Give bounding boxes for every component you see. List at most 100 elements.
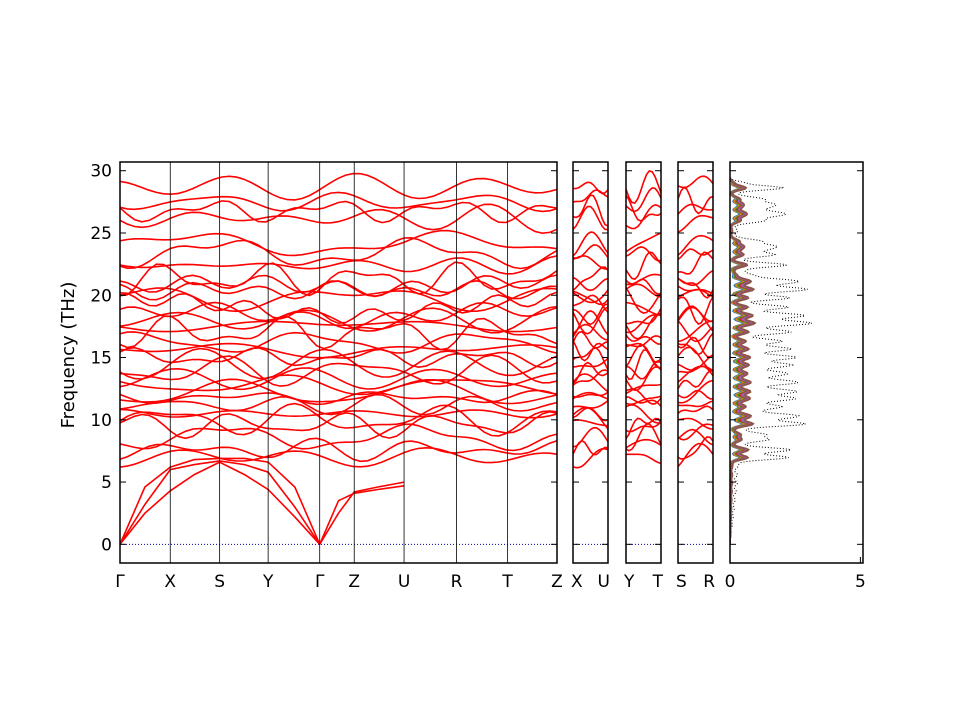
- k-point-label: S: [214, 572, 225, 592]
- optical-band: [120, 203, 557, 235]
- k-point-label: Γ: [315, 572, 325, 592]
- optical-band: [678, 336, 713, 358]
- dos-x-tick-label: 0: [725, 572, 736, 592]
- optical-band: [120, 236, 557, 270]
- optical-band: [626, 273, 661, 286]
- optical-band: [120, 378, 557, 405]
- optical-band: [573, 391, 608, 398]
- optical-band: [573, 391, 608, 400]
- optical-band: [573, 357, 608, 368]
- optical-band: [678, 296, 713, 325]
- y-tick-label: 10: [90, 411, 112, 431]
- optical-band: [626, 335, 661, 348]
- y-tick-label: 5: [101, 473, 112, 493]
- optical-band: [573, 361, 608, 384]
- optical-band: [120, 301, 557, 330]
- optical-band: [120, 315, 557, 351]
- panel-main-path: 0 5 10 15 20 25 30 Γ X S Y Γ Z U R T Z: [90, 161, 563, 592]
- optical-band: [678, 332, 713, 356]
- optical-band: [678, 389, 713, 400]
- y-axis-label: Frequency (THz): [58, 282, 79, 429]
- k-point-label: X: [164, 572, 176, 592]
- bands-X-U: [573, 181, 608, 545]
- optical-band: [678, 203, 713, 215]
- k-point-label: U: [398, 572, 410, 592]
- optical-band: [120, 287, 557, 313]
- optical-band: [120, 331, 557, 354]
- optical-band: [678, 175, 713, 189]
- optical-band: [573, 303, 608, 326]
- optical-band: [678, 435, 713, 460]
- bands-Y-T: [626, 169, 661, 545]
- optical-band: [573, 306, 608, 335]
- optical-band: [120, 408, 557, 419]
- optical-band: [120, 367, 557, 391]
- optical-band: [573, 427, 608, 448]
- optical-band: [626, 169, 661, 205]
- optical-band: [120, 347, 557, 380]
- optical-band: [626, 194, 661, 222]
- optical-band: [120, 229, 557, 257]
- optical-band: [678, 214, 713, 233]
- optical-band: [678, 234, 713, 256]
- optical-band: [120, 346, 557, 369]
- optical-band: [120, 354, 557, 387]
- optical-band: [626, 438, 661, 449]
- optical-band: [678, 305, 713, 323]
- y-tick-label: 15: [90, 349, 112, 369]
- optical-band: [573, 194, 608, 227]
- optical-band: [626, 301, 661, 317]
- dos-curves: [730, 177, 813, 545]
- panel-frame: [625, 161, 662, 564]
- optical-band: [120, 402, 557, 437]
- optical-band: [626, 287, 661, 314]
- optical-band: [678, 248, 713, 261]
- optical-band: [573, 290, 608, 306]
- optical-band: [573, 205, 608, 231]
- optical-band: [573, 266, 608, 292]
- optical-band: [678, 320, 713, 343]
- panel-frame: [572, 161, 609, 564]
- k-point-label: T: [652, 572, 664, 592]
- y-tick-label: 30: [90, 162, 112, 182]
- bands-main-path: [120, 172, 557, 545]
- optical-band: [626, 349, 661, 381]
- acoustic-branch: [318, 485, 405, 545]
- k-point-label: Y: [623, 572, 635, 592]
- optical-band: [678, 369, 713, 390]
- optical-band: [626, 423, 661, 452]
- panel-frame: [677, 161, 714, 564]
- optical-band: [626, 204, 661, 230]
- optical-band: [626, 251, 661, 281]
- dos-total-curve: [730, 177, 813, 545]
- optical-band: [120, 446, 557, 468]
- optical-band: [120, 200, 557, 224]
- optical-band: [626, 396, 661, 407]
- optical-band: [120, 261, 557, 297]
- optical-band: [573, 369, 608, 386]
- optical-band: [120, 374, 557, 396]
- k-point-label: R: [703, 572, 715, 592]
- optical-band: [626, 334, 661, 345]
- optical-band: [626, 246, 661, 262]
- optical-band: [573, 439, 608, 456]
- k-point-label: U: [598, 572, 610, 592]
- optical-band: [678, 405, 713, 415]
- optical-band: [120, 437, 557, 463]
- optical-band: [626, 403, 661, 424]
- dos-partial-curve: [730, 177, 757, 545]
- optical-band: [678, 417, 713, 430]
- optical-band: [678, 400, 713, 408]
- optical-band: [573, 310, 608, 338]
- k-point-label: S: [676, 572, 687, 592]
- optical-band: [626, 417, 661, 440]
- y-tick-label: 20: [90, 286, 112, 306]
- optical-band: [626, 383, 661, 395]
- k-point-label: Y: [262, 572, 274, 592]
- optical-band: [678, 442, 713, 468]
- k-point-label: Z: [348, 572, 360, 592]
